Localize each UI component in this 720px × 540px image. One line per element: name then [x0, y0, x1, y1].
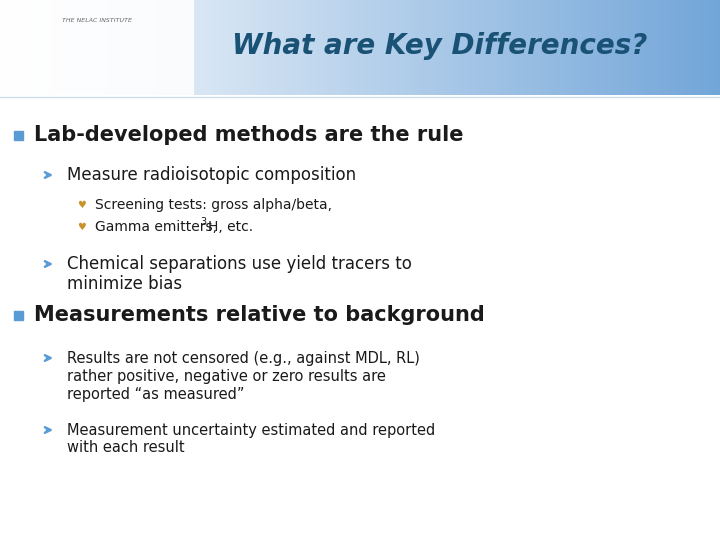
- Bar: [14, 310, 22, 320]
- Text: THE NELAC INSTITUTE: THE NELAC INSTITUTE: [62, 18, 132, 23]
- Text: reported “as measured”: reported “as measured”: [67, 387, 245, 402]
- Text: with each result: with each result: [67, 441, 184, 456]
- Text: Chemical separations use yield tracers to: Chemical separations use yield tracers t…: [67, 255, 412, 273]
- Text: H, etc.: H, etc.: [208, 220, 253, 234]
- Bar: [0, 0, 194, 95]
- Text: rather positive, negative or zero results are: rather positive, negative or zero result…: [67, 368, 386, 383]
- Bar: [14, 131, 22, 139]
- Text: Measure radioisotopic composition: Measure radioisotopic composition: [67, 166, 356, 184]
- Text: minimize bias: minimize bias: [67, 275, 182, 293]
- Text: 3: 3: [200, 217, 206, 227]
- Text: What are Key Differences?: What are Key Differences?: [232, 32, 647, 59]
- Text: Measurements relative to background: Measurements relative to background: [34, 305, 485, 325]
- Text: ♥: ♥: [78, 222, 86, 232]
- Text: ♥: ♥: [78, 200, 86, 210]
- Text: Results are not censored (e.g., against MDL, RL): Results are not censored (e.g., against …: [67, 350, 420, 366]
- Text: Screening tests: gross alpha/beta,: Screening tests: gross alpha/beta,: [95, 198, 332, 212]
- Text: Lab-developed methods are the rule: Lab-developed methods are the rule: [34, 125, 464, 145]
- Text: Measurement uncertainty estimated and reported: Measurement uncertainty estimated and re…: [67, 422, 436, 437]
- Text: Gamma emitters,: Gamma emitters,: [95, 220, 221, 234]
